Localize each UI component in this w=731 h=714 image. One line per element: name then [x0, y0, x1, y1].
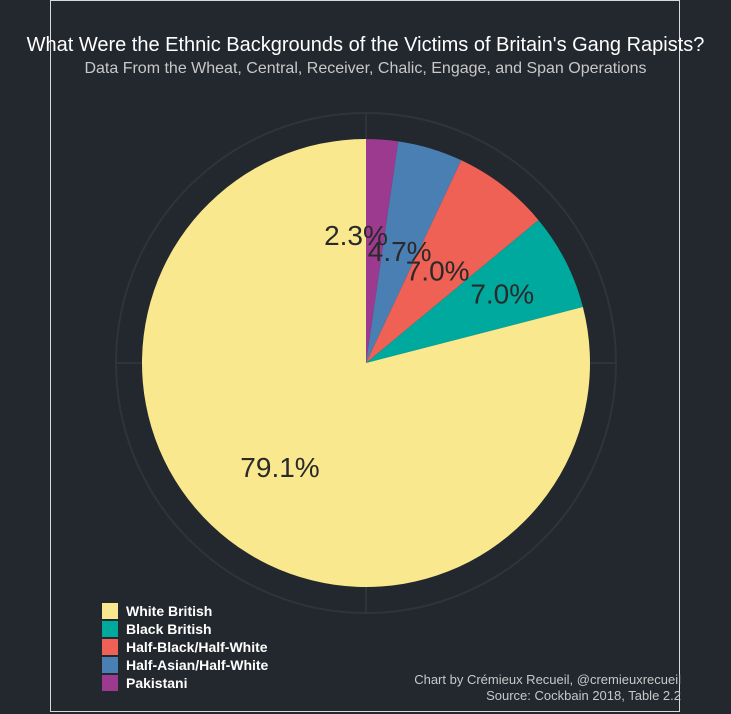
caption-credit: Chart by Crémieux Recueil, @cremieuxrecu…	[414, 672, 681, 687]
slice-label: 2.3%	[324, 220, 388, 251]
legend-label: White British	[126, 603, 213, 619]
legend-item: White British	[102, 602, 268, 620]
legend-item: Pakistani	[102, 674, 268, 692]
chart-title: What Were the Ethnic Backgrounds of the …	[26, 34, 705, 56]
legend-label: Pakistani	[126, 675, 188, 691]
legend-label: Half-Asian/Half-White	[126, 657, 269, 673]
panel-border	[50, 0, 680, 712]
legend: White British Black British Half-Black/Hal…	[102, 602, 268, 692]
pie-slices	[142, 139, 590, 587]
slice-label: 7.0%	[406, 256, 470, 287]
pie-slice-half-asian-half-white	[366, 141, 462, 363]
caption: Chart by Crémieux Recueil, @cremieuxrecu…	[414, 672, 681, 704]
legend-swatch	[102, 675, 118, 691]
legend-label: Black British	[126, 621, 212, 637]
pie-slice-pakistani	[366, 139, 399, 363]
legend-swatch	[102, 639, 118, 655]
legend-item: Half-Asian/Half-White	[102, 656, 268, 674]
legend-item: Half-Black/Half-White	[102, 638, 268, 656]
pie-slice-black-british	[366, 220, 583, 363]
slice-labels: 2.3%4.7%7.0%7.0%79.1%	[240, 220, 534, 483]
legend-label: Half-Black/Half-White	[126, 639, 268, 655]
legend-item: Black British	[102, 620, 268, 638]
pie-slice-white-british	[142, 139, 590, 587]
slice-label: 79.1%	[240, 452, 319, 483]
legend-swatch	[102, 621, 118, 637]
caption-source: Source: Cockbain 2018, Table 2.2	[486, 688, 681, 703]
slice-label: 4.7%	[368, 236, 432, 267]
legend-swatch	[102, 657, 118, 673]
slice-label: 7.0%	[470, 278, 534, 309]
legend-swatch	[102, 603, 118, 619]
pie-slice-half-black-half-white	[366, 160, 539, 363]
chart-subtitle: Data From the Wheat, Central, Receiver, …	[84, 60, 647, 77]
